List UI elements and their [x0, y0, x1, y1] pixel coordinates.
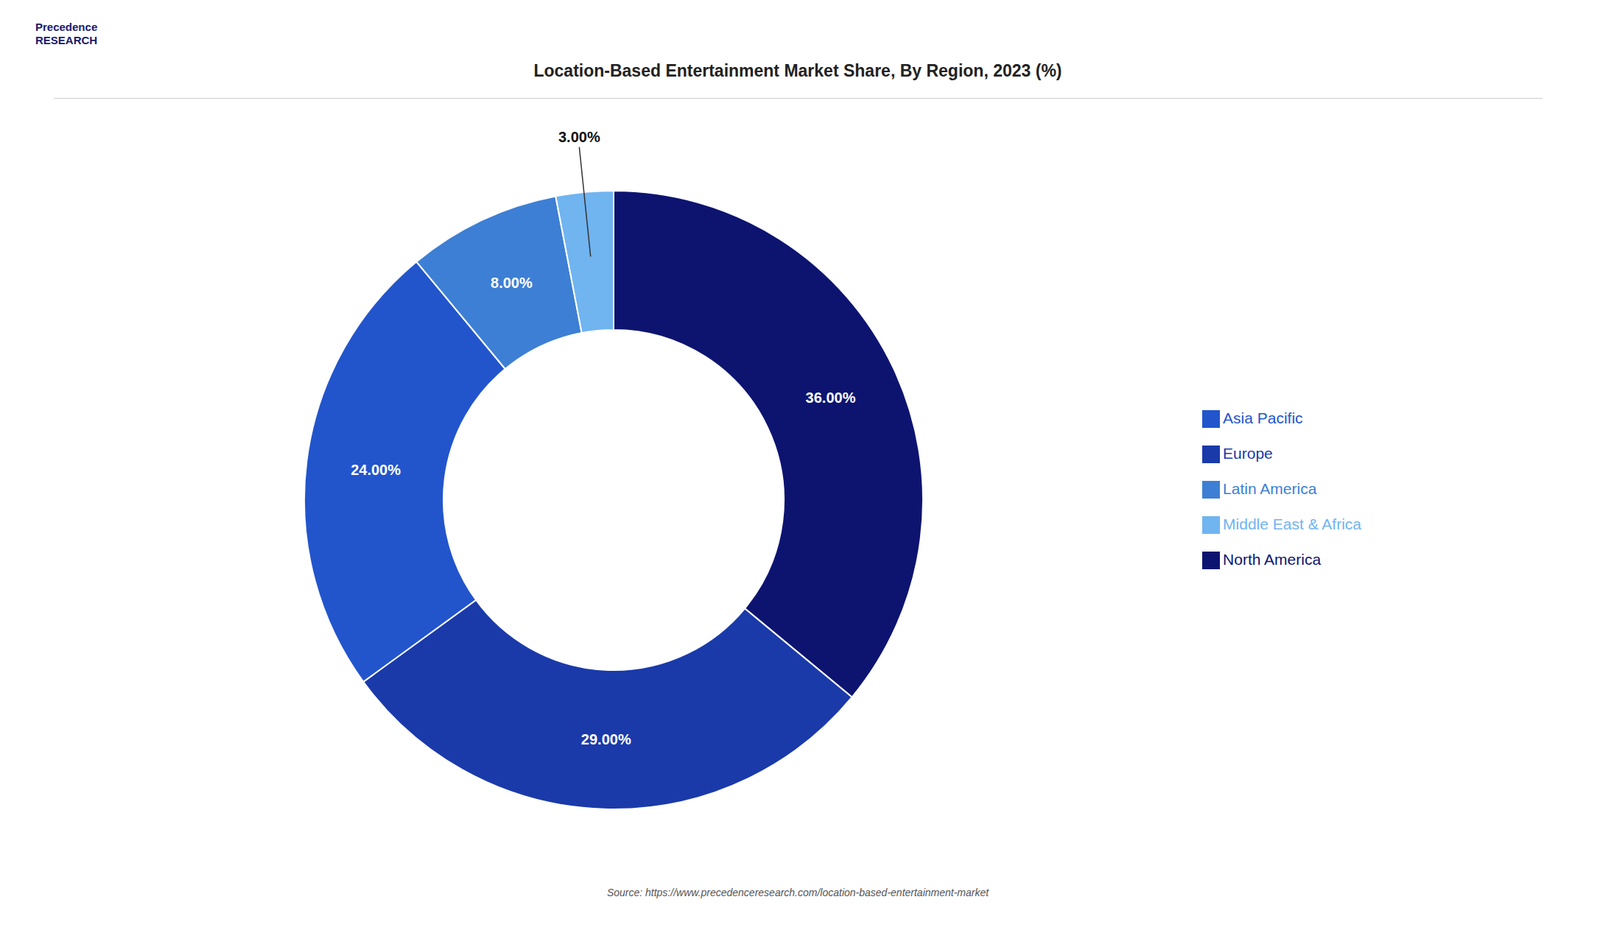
html-text:North America: North America	[1222, 551, 1321, 568]
svg-text:3.00%: 3.00%	[558, 128, 601, 146]
html-text:Precedence RESEARCH: Precedence RESEARCH	[35, 20, 98, 47]
svg-text:8.00%: 8.00%	[490, 274, 533, 291]
svg-text:24.00%: 24.00%	[350, 461, 401, 479]
html-text:Middle East & Africa: Middle East & Africa	[1222, 515, 1362, 533]
html-text:Europe: Europe	[1222, 444, 1273, 462]
svg-text:29.00%: 29.00%	[581, 731, 632, 748]
html-text:Asia Pacific: Asia Pacific	[1222, 409, 1303, 427]
svg-text:36.00%: 36.00%	[805, 389, 856, 406]
html-text:Location-Based Entertainment M: Location-Based Entertainment Market Shar…	[533, 61, 1062, 81]
html-text:Source: https://www.precedence: Source: https://www.precedenceresearch.c…	[606, 886, 989, 899]
html-text:Latin America: Latin America	[1222, 480, 1317, 498]
